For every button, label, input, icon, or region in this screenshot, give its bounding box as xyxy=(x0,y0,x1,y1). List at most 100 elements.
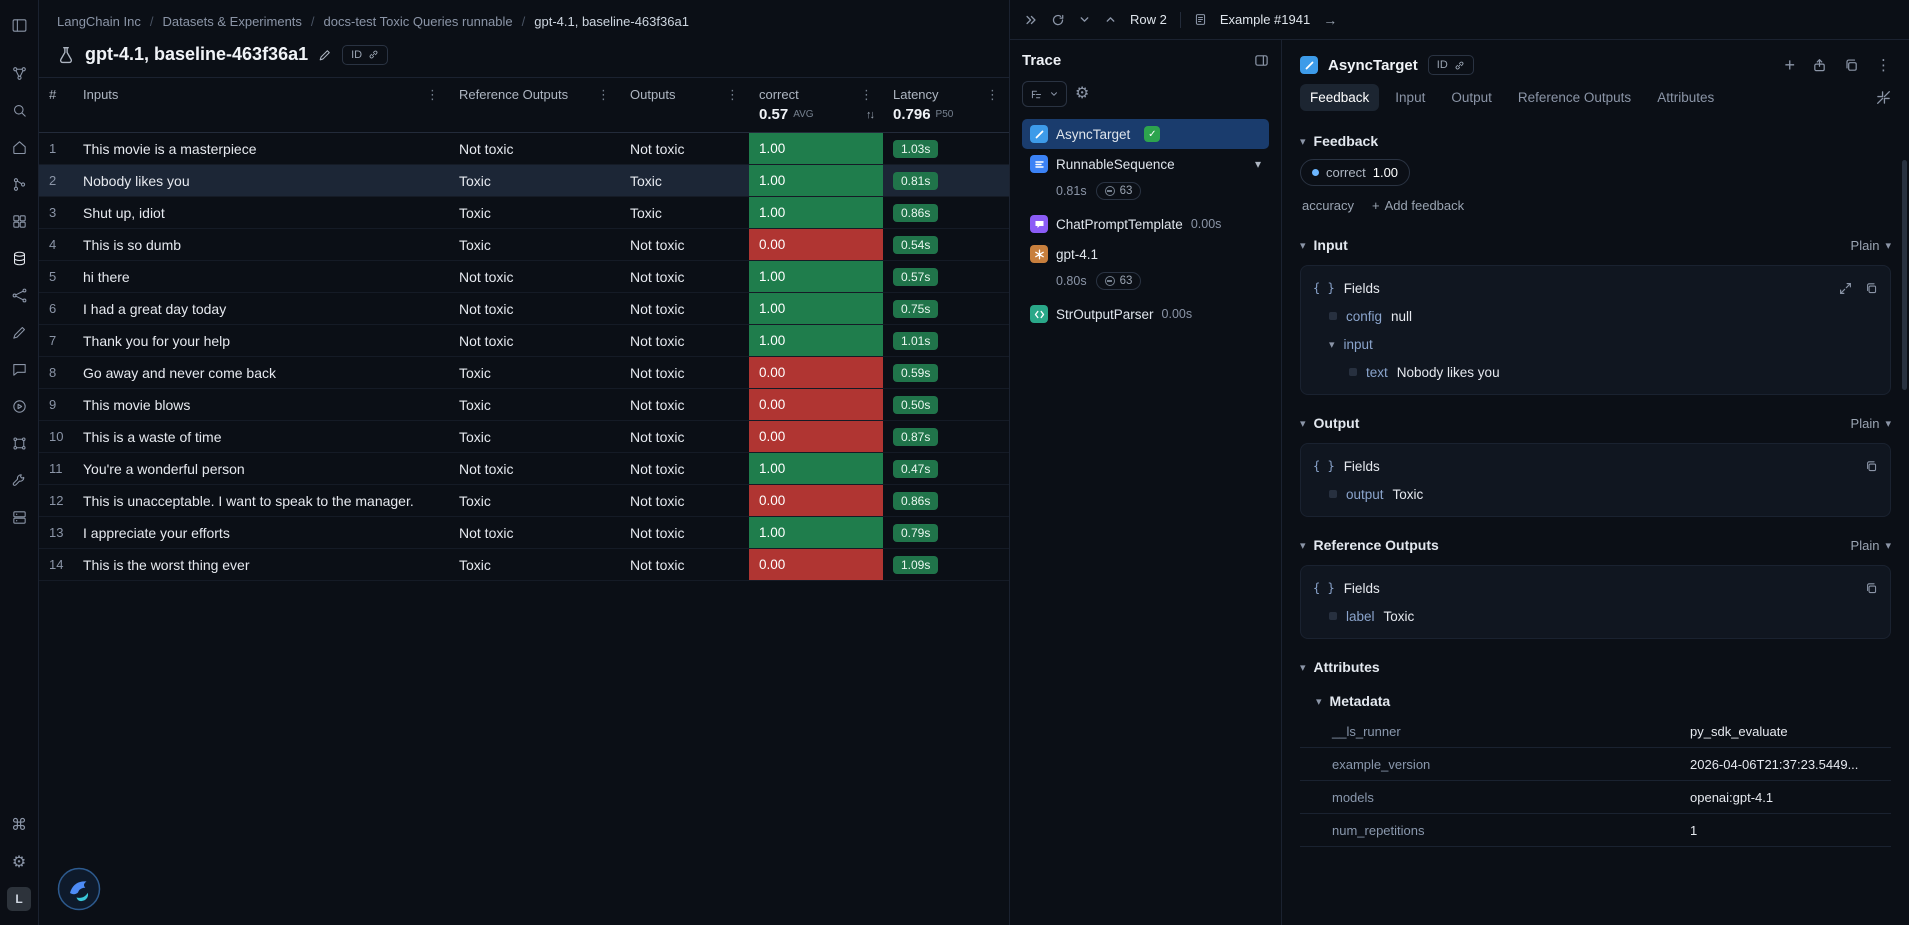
reference-format-select[interactable]: Plain ▾ xyxy=(1850,537,1891,553)
trace-run-gpt-4.1[interactable]: gpt-4.1 xyxy=(1022,239,1269,269)
column-menu-icon[interactable]: ⋮ xyxy=(726,87,739,102)
sort-icon[interactable]: ↑↓ xyxy=(866,108,875,121)
sidebar-item-prompts[interactable] xyxy=(6,171,32,197)
chevron-down-icon[interactable]: ▾ xyxy=(1300,239,1306,252)
chevron-down-icon[interactable]: ▾ xyxy=(1329,338,1335,351)
sidebar-item-workflows[interactable] xyxy=(6,60,32,86)
chevron-down-icon[interactable]: ▾ xyxy=(1254,157,1261,171)
trace-run-asynctarget[interactable]: AsyncTarget ✓ xyxy=(1022,119,1269,149)
add-to-icon[interactable]: + xyxy=(1784,55,1795,75)
copy-icon[interactable] xyxy=(1865,282,1878,295)
collapse-sidepanel-icon[interactable] xyxy=(1024,13,1038,27)
copy-icon[interactable] xyxy=(1865,460,1878,473)
copy-icon[interactable] xyxy=(1865,582,1878,595)
langsmith-logo[interactable] xyxy=(57,867,101,911)
previous-row-icon[interactable] xyxy=(1078,13,1091,26)
chevron-down-icon[interactable]: ▾ xyxy=(1300,135,1306,148)
table-row[interactable]: 13 I appreciate your efforts Not toxic Not … xyxy=(39,517,1009,549)
sidebar-item-search[interactable] xyxy=(6,97,32,123)
table-row[interactable]: 1 This movie is a masterpiece Not toxic Not… xyxy=(39,133,1009,165)
field-row[interactable]: text Nobody likes you xyxy=(1313,358,1878,386)
field-row[interactable]: output Toxic xyxy=(1313,480,1878,508)
collapse-detail-icon[interactable] xyxy=(1876,90,1891,105)
table-row[interactable]: 4 This is so dumb Toxic Not toxic 0.00 0.54s xyxy=(39,229,1009,261)
field-row[interactable]: label Toxic xyxy=(1313,602,1878,630)
input-format-select[interactable]: Plain ▾ xyxy=(1850,237,1891,253)
table-row[interactable]: 14 This is the worst thing ever Toxic Not t… xyxy=(39,549,1009,581)
breadcrumb-item[interactable]: LangChain Inc xyxy=(57,13,141,29)
column-menu-icon[interactable]: ⋮ xyxy=(860,87,873,102)
chevron-down-icon[interactable]: ▾ xyxy=(1300,417,1306,430)
trace-run-runnablesequence[interactable]: RunnableSequence ▾ xyxy=(1022,149,1269,179)
workspace-avatar[interactable]: L xyxy=(7,887,31,911)
run-id-badge[interactable]: ID xyxy=(1427,55,1474,75)
breadcrumb-item[interactable]: docs-test Toxic Queries runnable xyxy=(323,13,513,29)
table-row[interactable]: 6 I had a great day today Not toxic Not tox… xyxy=(39,293,1009,325)
sidebar-item-sidebar-toggle[interactable] xyxy=(6,12,32,38)
field-row[interactable]: ▾ input xyxy=(1313,330,1878,358)
cell-input: This movie blows xyxy=(83,396,191,413)
share-icon[interactable] xyxy=(1812,58,1827,73)
table-row[interactable]: 10 This is a waste of time Toxic Not toxic 0… xyxy=(39,421,1009,453)
column-header-inputs[interactable]: Inputs ⋮ xyxy=(83,87,439,102)
next-row-icon[interactable] xyxy=(1104,13,1117,26)
tree-view-select[interactable] xyxy=(1022,81,1067,107)
feedback-badge[interactable]: correct 1.00 xyxy=(1300,159,1411,186)
trace-settings-icon[interactable]: ⚙ xyxy=(1075,85,1090,102)
tab-feedback[interactable]: Feedback xyxy=(1300,84,1380,111)
chevron-down-icon[interactable]: ▾ xyxy=(1300,539,1306,552)
tab-reference-outputs[interactable]: Reference Outputs xyxy=(1517,90,1632,105)
table-row[interactable]: 9 This movie blows Toxic Not toxic 0.00 0.50s xyxy=(39,389,1009,421)
table-row[interactable]: 3 Shut up, idiot Toxic Toxic 1.00 0.86s xyxy=(39,197,1009,229)
sidebar-item-home[interactable] xyxy=(6,134,32,160)
field-row[interactable]: config null xyxy=(1313,302,1878,330)
keyboard-shortcuts-icon[interactable]: ⌘ xyxy=(11,817,27,834)
chevron-down-icon[interactable]: ▾ xyxy=(1300,661,1306,674)
breadcrumb-item[interactable]: gpt-4.1, baseline-463f36a1 xyxy=(534,13,689,29)
more-menu-icon[interactable]: ⋮ xyxy=(1876,56,1891,74)
column-menu-icon[interactable]: ⋮ xyxy=(597,87,610,102)
column-header-reference-outputs[interactable]: Reference Outputs ⋮ xyxy=(459,87,610,102)
column-header-outputs[interactable]: Outputs ⋮ xyxy=(630,87,739,102)
breadcrumb-item[interactable]: Datasets & Experiments xyxy=(162,13,302,29)
sidebar-item-integrations[interactable] xyxy=(6,430,32,456)
experiment-id-badge[interactable]: ID xyxy=(342,44,389,65)
scrollbar-thumb[interactable] xyxy=(1902,160,1907,390)
column-header-latency[interactable]: Latency ⋮ 0.796 P50 xyxy=(893,87,999,123)
output-format-select[interactable]: Plain ▾ xyxy=(1850,415,1891,431)
column-menu-icon[interactable]: ⋮ xyxy=(986,87,999,102)
refresh-icon[interactable] xyxy=(1051,13,1065,27)
table-row[interactable]: 11 You're a wonderful person Not toxic Not … xyxy=(39,453,1009,485)
tab-output[interactable]: Output xyxy=(1451,90,1492,105)
sidebar-item-tools[interactable] xyxy=(6,467,32,493)
sidebar-item-playground[interactable] xyxy=(6,208,32,234)
sidebar-item-experiments[interactable] xyxy=(6,282,32,308)
column-header-correct[interactable]: correct ⋮ 0.57 AVG ↑↓ xyxy=(759,87,875,123)
copy-icon[interactable] xyxy=(1844,58,1859,73)
settings-gear-icon[interactable]: ⚙ xyxy=(11,854,27,871)
trace-run-chatprompttemplate[interactable]: ChatPromptTemplate 0.00s xyxy=(1022,209,1269,239)
sidebar-item-deployments[interactable] xyxy=(6,504,32,530)
trace-run-stroutputparser[interactable]: StrOutputParser 0.00s xyxy=(1022,299,1269,329)
edit-title-icon[interactable] xyxy=(318,48,332,62)
open-panel-icon[interactable] xyxy=(1254,53,1269,68)
chevron-down-icon[interactable]: ▾ xyxy=(1316,695,1322,708)
sidebar-item-datasets[interactable] xyxy=(6,245,32,271)
table-row[interactable]: 5 hi there Not toxic Not toxic 1.00 0.57s xyxy=(39,261,1009,293)
tab-attributes[interactable]: Attributes xyxy=(1657,90,1715,105)
expand-icon[interactable] xyxy=(1839,282,1852,295)
example-link[interactable]: Example #1941 xyxy=(1219,12,1311,27)
table-row[interactable]: 7 Thank you for your help Not toxic Not tox… xyxy=(39,325,1009,357)
sidebar-item-annotate[interactable] xyxy=(6,319,32,345)
column-menu-icon[interactable]: ⋮ xyxy=(426,87,439,102)
open-example-icon[interactable]: → xyxy=(1323,11,1338,28)
sidebar-item-threads[interactable] xyxy=(6,356,32,382)
tab-input[interactable]: Input xyxy=(1395,90,1426,105)
sidebar-item-monitoring[interactable] xyxy=(6,393,32,419)
table-row[interactable]: 12 This is unacceptable. I want to speak … xyxy=(39,485,1009,517)
table-row[interactable]: 2 Nobody likes you Toxic Toxic 1.00 0.81s xyxy=(39,165,1009,197)
cell-output: Not toxic xyxy=(630,396,685,413)
accuracy-label[interactable]: accuracy xyxy=(1302,198,1355,213)
add-feedback-button[interactable]: + Add feedback xyxy=(1372,198,1465,213)
table-row[interactable]: 8 Go away and never come back Toxic Not tox… xyxy=(39,357,1009,389)
